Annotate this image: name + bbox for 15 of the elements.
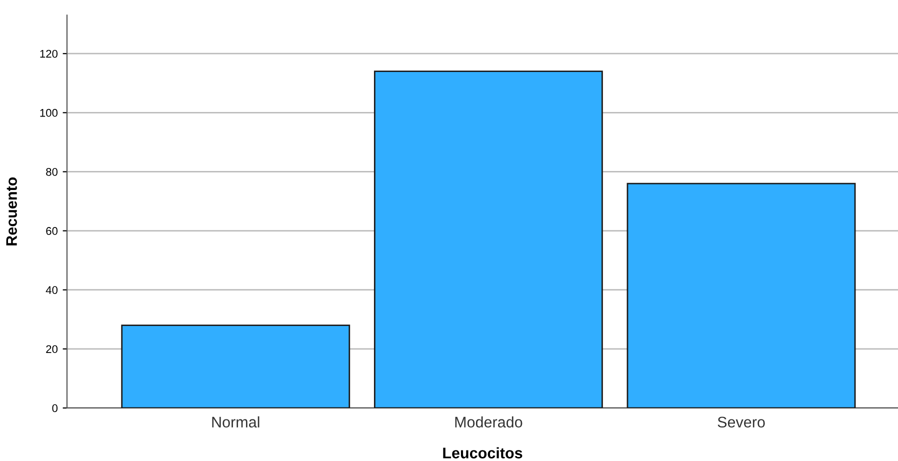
y-tick-label: 100 [40, 108, 58, 117]
y-tick-label: 0 [52, 404, 58, 412]
x-tick-label: Moderado [455, 416, 522, 428]
x-tick-label: Normal [212, 416, 260, 428]
bar [374, 70, 603, 408]
y-axis-title: Recuento [6, 177, 17, 246]
y-tick-label: 80 [46, 168, 58, 176]
y-tick-label: 120 [40, 50, 58, 58]
x-tick-label: Severo [718, 416, 765, 428]
bar [626, 182, 856, 408]
x-axis-title: Leucocitos [443, 447, 522, 458]
y-tick-label: 60 [46, 227, 58, 235]
y-tick-label: 20 [46, 345, 58, 354]
y-tick-label: 40 [46, 286, 58, 294]
bar [121, 324, 350, 408]
